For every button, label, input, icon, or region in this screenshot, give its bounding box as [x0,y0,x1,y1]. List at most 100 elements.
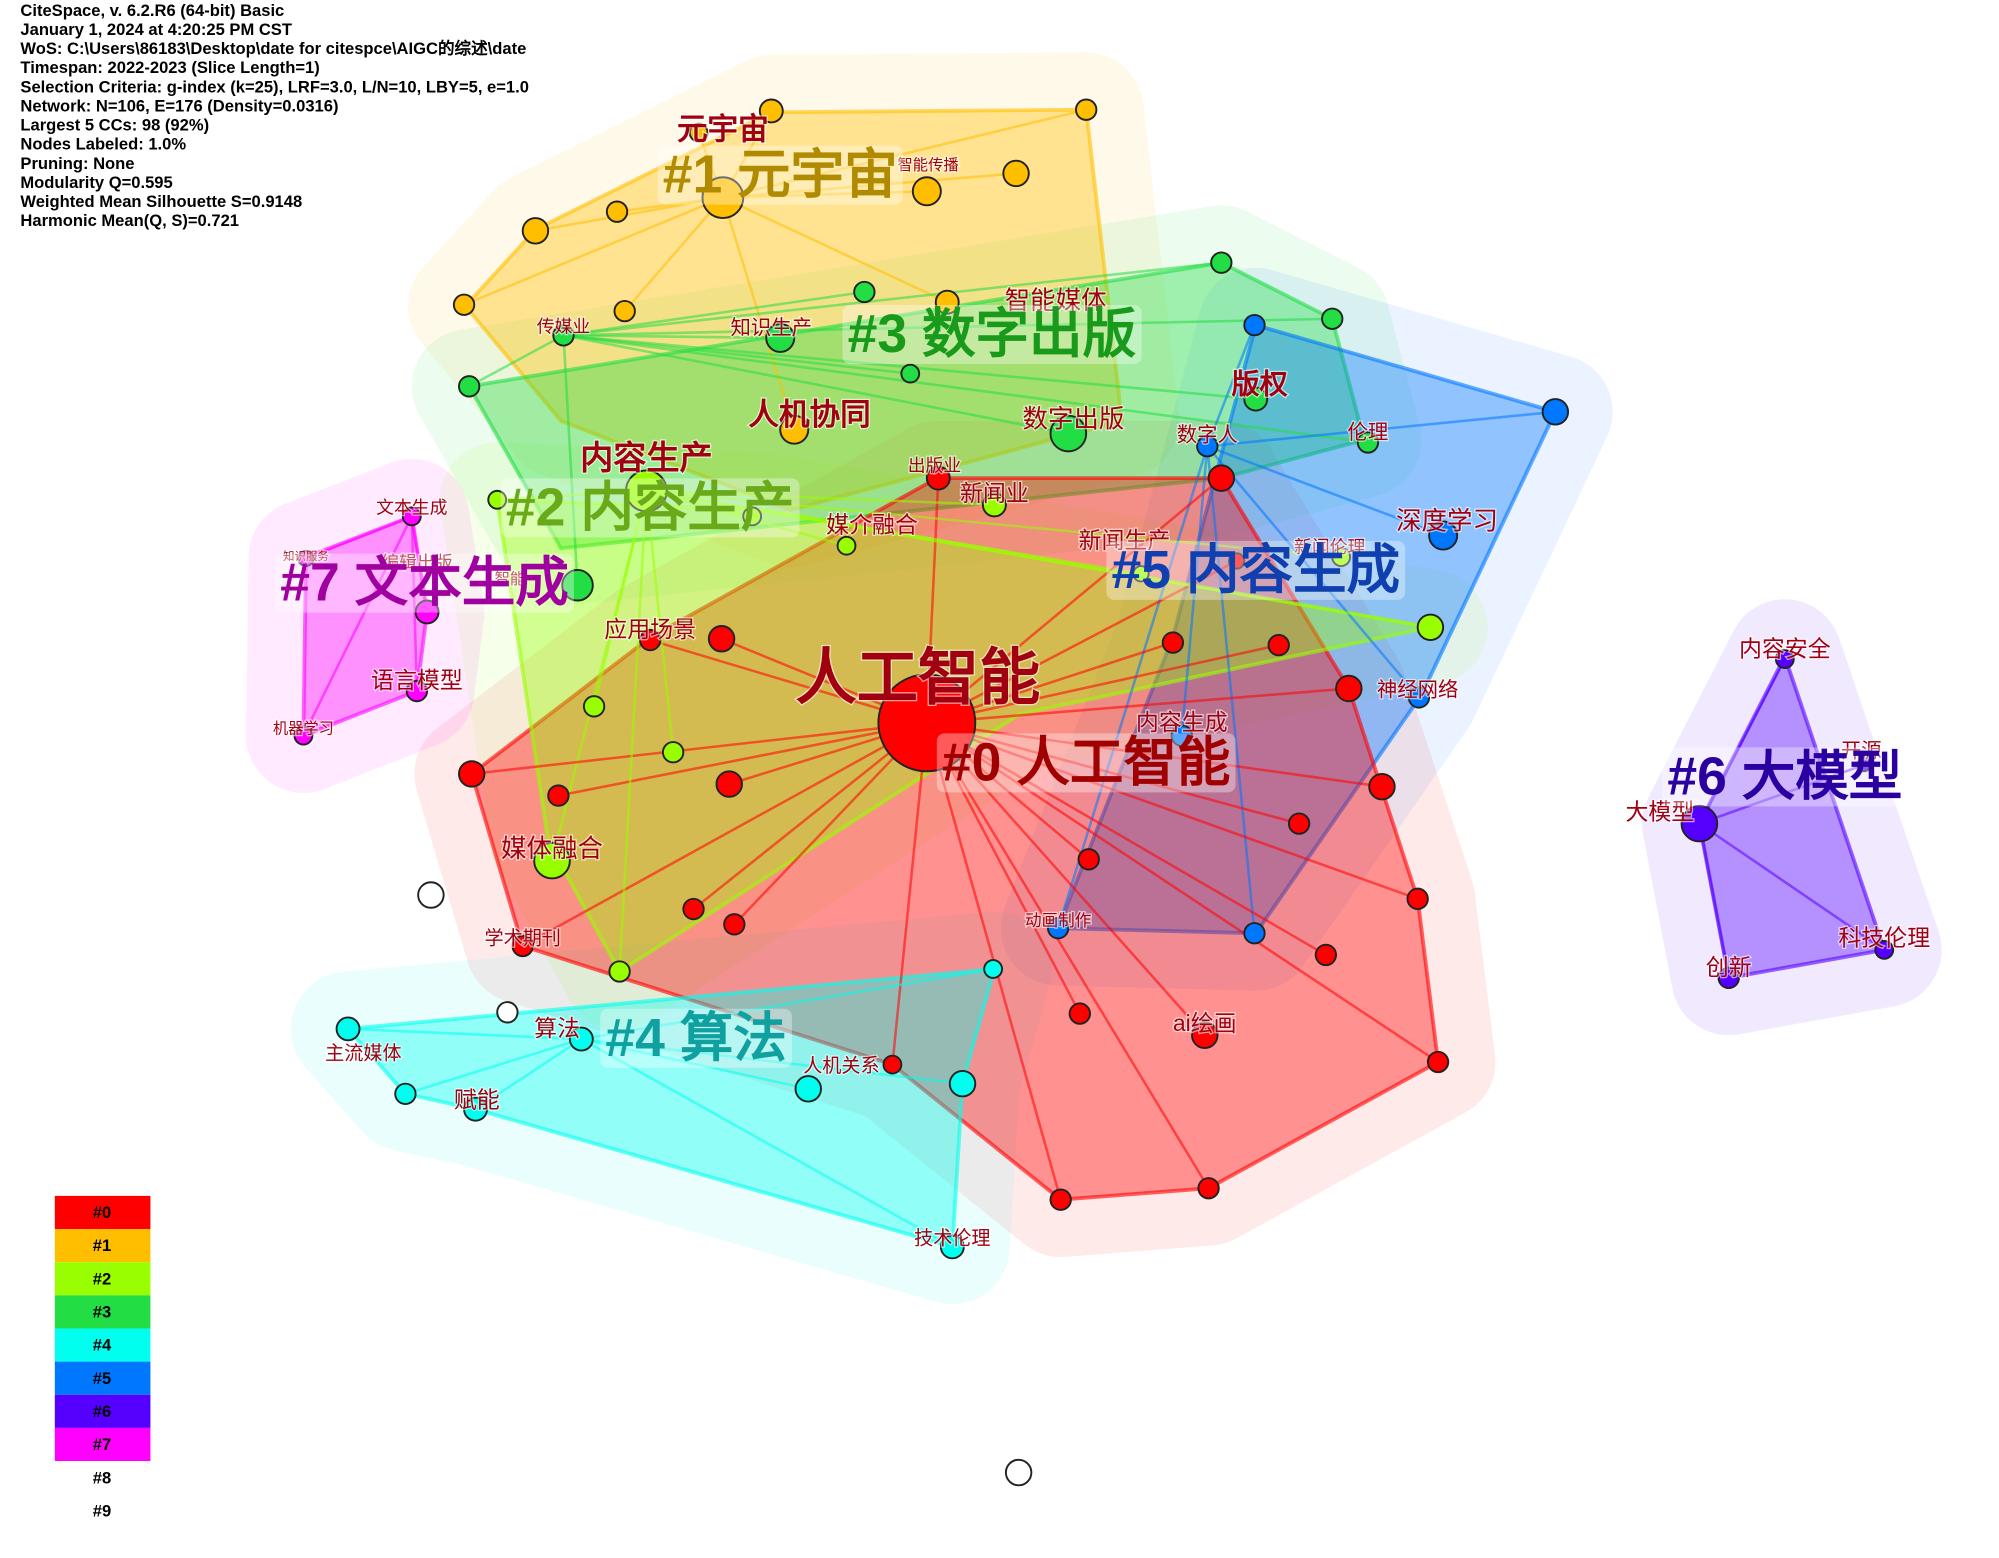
node-label: 编辑出版 [381,552,452,572]
header-line: CiteSpace, v. 6.2.R6 (64-bit) Basic [20,1,284,20]
node [457,760,486,788]
edge [410,516,419,692]
node [463,1096,488,1122]
edge [722,108,1087,199]
node [293,725,314,746]
node-label: 数字出版 [1022,405,1124,433]
node-label: 新闻伦理 [1294,537,1365,557]
node [1428,520,1459,551]
node [568,1026,594,1052]
node [1210,251,1233,274]
edge [474,1038,583,1111]
node-label: 智能 [495,570,526,588]
node [1243,386,1269,412]
node [1314,943,1338,967]
node [511,934,534,958]
cluster-label-bg [600,1008,792,1068]
edge [563,334,1369,444]
header-line: Weighted Mean Silhouette S=0.9148 [20,192,302,211]
node [877,673,977,773]
node [639,628,662,652]
legend-label: #0 [93,1203,111,1222]
node-label: 科技伦理 [1838,925,1930,951]
node-label: 算法 [534,1015,580,1041]
header-line: Harmonic Mean(Q, S)=0.721 [20,211,239,230]
cluster-label: #6 大模型 [1667,747,1902,806]
node-label: 知识服务 [283,549,329,563]
edge [646,489,1431,629]
edge [563,317,1333,337]
node-label: 人工智能 [796,643,1041,711]
node-label: 内容安全 [1739,635,1831,661]
edge [1698,763,1865,825]
cluster-label-bg [842,305,1142,365]
edge [1698,822,1885,951]
edge [558,721,928,797]
node [1368,772,1396,801]
header-line: Timespan: 2022-2023 (Slice Length=1) [20,58,319,77]
legend-swatch [54,1262,151,1296]
edge [618,490,648,972]
edge [535,196,724,233]
node [1077,848,1100,871]
edge [305,515,413,560]
edge [580,1037,953,1248]
node [457,375,481,398]
node [1046,917,1070,940]
node [414,599,440,625]
legend-label: #4 [93,1336,112,1355]
cluster-label: #4 算法 [605,1009,786,1068]
node [1680,804,1719,843]
edge [1206,445,1444,537]
edge [497,489,647,502]
node [1426,1050,1450,1074]
edge [1206,446,1256,934]
node-label: 数字人 [1177,423,1238,446]
node [1197,1177,1220,1200]
node [1243,313,1266,337]
node [1541,398,1570,426]
edge [581,1037,963,1085]
node-label: 人机协同 [748,398,870,432]
edge [471,721,927,776]
node-label: 知识生产 [731,316,813,339]
node [496,1001,519,1024]
node-label: 学术期刊 [484,928,560,950]
cluster-label: #0 人工智能 [942,733,1231,792]
edge [522,721,928,948]
node-label: 赋能 [454,1087,500,1113]
node [297,549,315,568]
node-label: 新闻业 [960,480,1029,506]
edge [347,1027,582,1041]
legend-swatch [54,1427,151,1462]
node [758,98,784,124]
node [547,784,570,807]
node [1267,633,1290,657]
edge [581,1037,809,1091]
node [1191,1021,1219,1049]
node [561,568,594,602]
node [911,176,942,207]
node [552,324,575,347]
cluster-label: #7 文本生成 [280,554,569,613]
edge [722,190,927,199]
node [1331,547,1352,568]
node [723,913,746,936]
edge [645,490,675,753]
legend-label: #2 [93,1269,111,1288]
node-label: 智能媒体 [1005,287,1107,315]
legend-swatch [54,1494,151,1528]
node-label: 文本生成 [376,497,447,517]
node [1002,159,1030,188]
header-line: Network: N=106, E=176 (Density=0.0316) [20,96,338,115]
node [1356,431,1380,454]
node [605,200,629,223]
node-label: 元宇宙 [677,112,769,146]
node-label: 神经网络 [1377,678,1459,701]
node [521,217,550,245]
cluster-label: #3 数字出版 [848,305,1137,364]
header-line: WoS: C:\Users\86183\Desktop\date for cit… [20,38,526,58]
node-label: 传媒业 [537,316,591,336]
node [1132,565,1150,583]
